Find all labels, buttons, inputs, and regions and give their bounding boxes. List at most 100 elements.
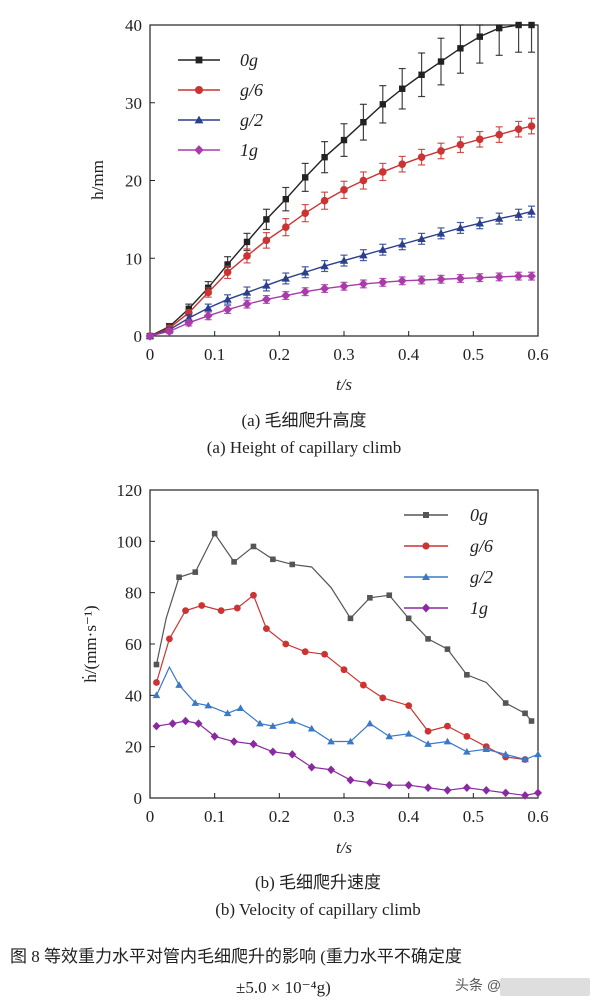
data-point <box>217 607 225 615</box>
legend-entry: 0g <box>178 50 258 70</box>
data-point <box>166 635 173 643</box>
legend-swatch-marker <box>421 603 431 613</box>
x-axis-label: t/s <box>336 375 352 394</box>
series-g-over-2 <box>152 665 542 763</box>
data-point <box>184 318 194 328</box>
legend-label: g/2 <box>240 110 263 130</box>
data-point <box>379 168 387 176</box>
data-point <box>302 174 309 181</box>
axis-ticks: 0 0.1 0.2 0.3 0.4 0.5 0.6 0 20 40 60 80 100 120 <box>117 481 549 826</box>
data-point <box>282 195 289 203</box>
data-point <box>482 786 491 795</box>
data-point <box>405 702 413 709</box>
panel-a-height-chart: 0 0.1 0.2 0.3 0.4 0.5 0.6 0 10 20 30 40 t/s h/mm 0g… <box>88 16 549 457</box>
data-point <box>176 574 182 581</box>
data-point <box>501 788 510 798</box>
legend-label: 1g <box>240 140 258 160</box>
data-point <box>424 727 432 735</box>
x-tick-label: 0.4 <box>398 345 420 364</box>
data-point <box>210 732 219 741</box>
series-1g <box>145 271 536 341</box>
data-point <box>198 602 206 609</box>
data-point <box>282 223 290 231</box>
data-point <box>233 604 241 612</box>
data-point <box>262 281 271 289</box>
data-point <box>301 209 310 217</box>
data-point <box>443 786 452 795</box>
data-point <box>223 709 232 717</box>
data-point <box>417 153 426 161</box>
series-g-over-2 <box>145 205 536 340</box>
data-point <box>262 236 271 245</box>
data-point <box>211 530 218 537</box>
data-point <box>223 295 232 303</box>
data-point <box>404 730 413 737</box>
data-point <box>307 724 316 732</box>
data-point <box>359 250 368 259</box>
data-point <box>250 591 257 599</box>
data-point <box>242 299 252 309</box>
data-point <box>436 229 446 237</box>
data-point <box>378 245 387 253</box>
legend-label: 0g <box>470 505 488 525</box>
legend-swatch-marker <box>423 512 429 518</box>
data-point <box>494 272 504 282</box>
y-axis-label: h/mm <box>88 160 107 200</box>
data-point <box>346 737 355 745</box>
data-point <box>250 543 257 550</box>
y-tick-label: 80 <box>125 584 142 603</box>
x-tick-label: 0.5 <box>463 807 484 826</box>
legend-entry: g/2 <box>178 110 263 130</box>
legend-entry: 1g <box>178 140 258 160</box>
data-point <box>464 672 470 678</box>
data-point <box>463 748 471 755</box>
legend-entry: 1g <box>404 598 488 618</box>
data-point <box>528 21 535 29</box>
data-point <box>398 160 407 168</box>
data-point <box>204 288 212 297</box>
data-point <box>340 666 348 674</box>
data-point <box>367 595 373 601</box>
data-point <box>185 305 192 312</box>
data-point <box>398 240 407 248</box>
data-point <box>365 778 374 787</box>
data-point <box>366 719 374 727</box>
data-point <box>269 722 277 729</box>
data-point <box>417 234 426 243</box>
y-tick-label: 20 <box>125 172 142 191</box>
legend: 0g g/6 g/2 1g <box>178 50 263 160</box>
data-point <box>463 733 471 740</box>
data-point <box>456 223 465 232</box>
y-tick-label: 20 <box>125 738 142 757</box>
data-point <box>165 326 174 337</box>
data-point <box>152 691 161 699</box>
error-bar <box>476 24 484 64</box>
data-point <box>268 747 277 757</box>
watermark-text: 头条 @ <box>455 977 501 993</box>
x-tick-label: 0.3 <box>333 807 354 826</box>
data-point <box>231 559 237 565</box>
data-point <box>243 238 251 246</box>
data-point <box>502 700 509 706</box>
data-point <box>153 679 160 686</box>
data-point <box>307 762 316 772</box>
x-tick-label: 0.2 <box>269 807 290 826</box>
y-tick-label: 120 <box>117 481 143 500</box>
data-point <box>320 261 329 270</box>
data-point <box>359 176 368 185</box>
data-point <box>360 118 367 126</box>
data-point <box>191 699 200 706</box>
caption-a-english: (a) Height of capillary climb <box>207 438 401 457</box>
data-point <box>386 592 393 599</box>
legend: 0g g/6 g/2 1g <box>404 505 493 618</box>
legend-label: g/2 <box>470 567 493 587</box>
data-point <box>282 640 290 648</box>
x-tick-label: 0.3 <box>333 345 354 364</box>
data-point <box>527 122 536 130</box>
y-tick-label: 10 <box>125 249 142 268</box>
series-layer <box>152 530 542 800</box>
data-point <box>339 256 349 264</box>
data-point <box>418 71 425 78</box>
data-point <box>444 646 451 652</box>
data-point <box>462 783 471 793</box>
